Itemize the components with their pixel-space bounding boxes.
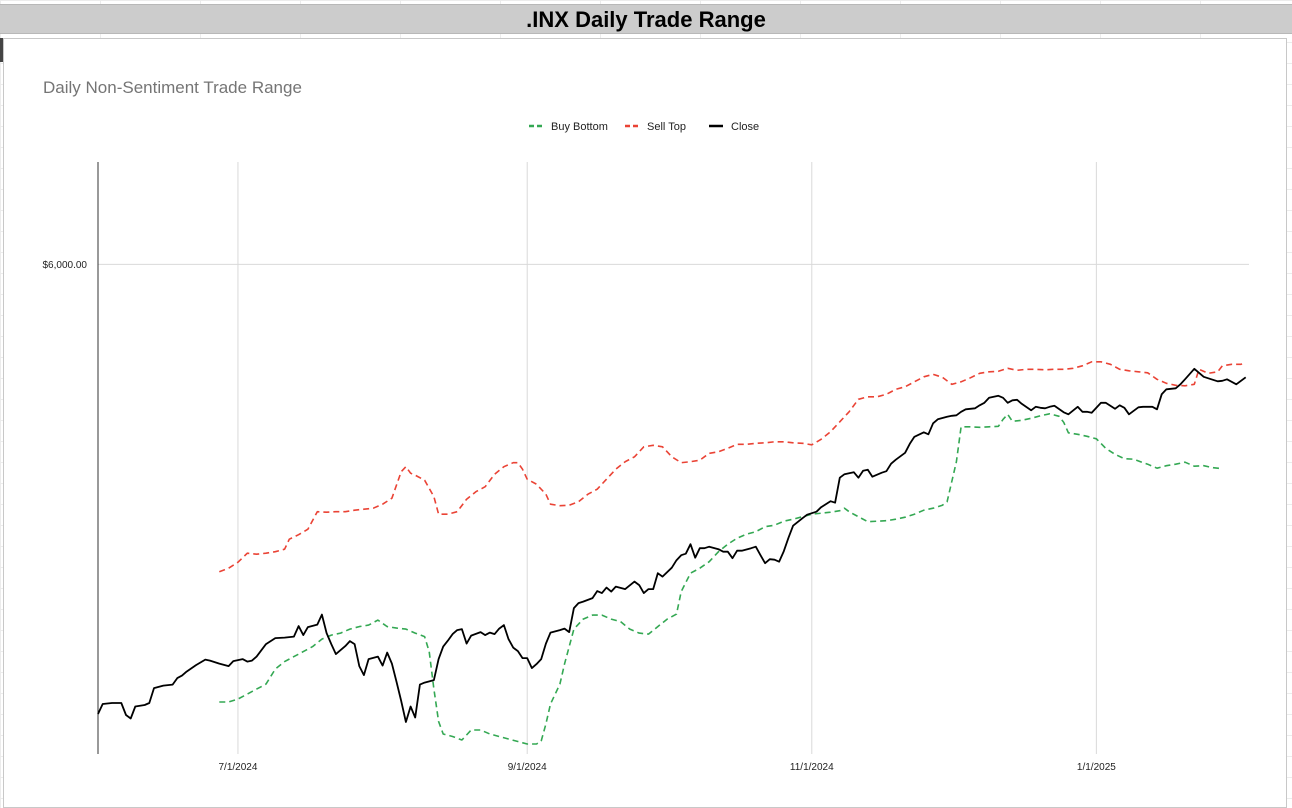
series-line-sell-top [219, 361, 1247, 573]
x-tick-label: 11/1/2024 [790, 762, 834, 773]
legend-item-buy-bottom[interactable]: Buy Bottom [529, 121, 608, 133]
chart-series [97, 361, 1247, 745]
legend-label: Sell Top [647, 121, 686, 133]
chart-container[interactable] [3, 38, 1287, 808]
legend-item-close[interactable]: Close [709, 121, 759, 133]
chart-legend[interactable]: Buy Bottom Sell Top Close [529, 121, 759, 133]
legend-label: Buy Bottom [551, 121, 608, 133]
x-tick-label: 7/1/2024 [218, 762, 257, 773]
title-bar: .INX Daily Trade Range [0, 4, 1292, 34]
y-tick-label: $6,000.00 [43, 260, 88, 271]
x-tick-label: 1/1/2025 [1077, 762, 1116, 773]
x-tick-label: 9/1/2024 [508, 762, 547, 773]
legend-label: Close [731, 121, 759, 133]
chart-resize-handle[interactable] [0, 38, 3, 62]
series-line-buy-bottom [219, 413, 1223, 745]
chart-axes: 7/1/2024 9/1/2024 11/1/2024 1/1/2025 $6,000.… [43, 162, 1116, 773]
chart-grid [98, 162, 1249, 754]
chart-title: Daily Non-Sentiment Trade Range [43, 78, 302, 97]
page-title: .INX Daily Trade Range [526, 7, 766, 32]
series-line-close [97, 367, 1247, 723]
legend-item-sell-top[interactable]: Sell Top [625, 121, 686, 133]
